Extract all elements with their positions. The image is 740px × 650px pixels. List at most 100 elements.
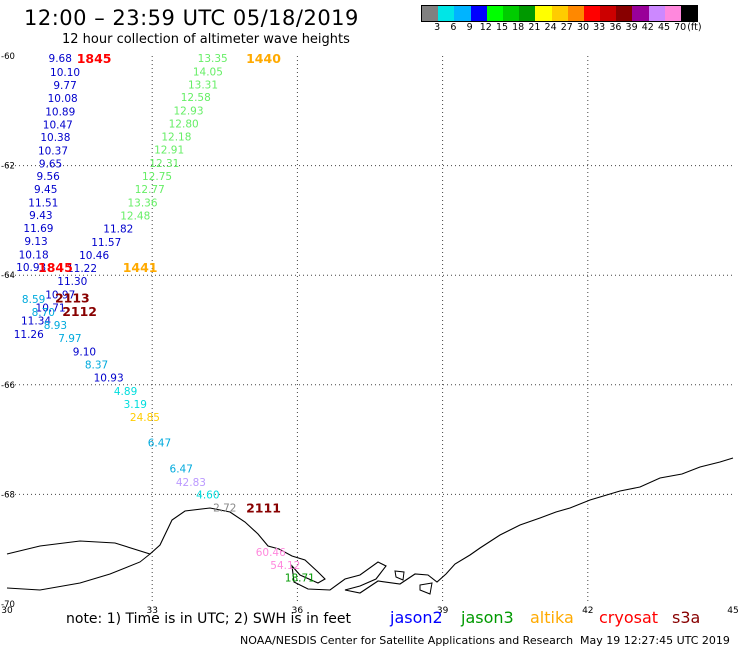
credit-text: NOAA/NESDIS Center for Satellite Applica… [240, 634, 574, 647]
wave-height-value: 10.93 [16, 262, 46, 274]
wave-height-value: 4.60 [196, 489, 219, 501]
wave-height-value: 10.46 [79, 250, 109, 262]
color-tick-label: 70 [674, 22, 687, 33]
wave-height-value: 10.47 [43, 120, 73, 132]
legend-entry-s3a: s3a [672, 608, 701, 627]
color-swatch [632, 6, 649, 21]
latitude-labels: -60 -62 -64 -66 -68 -70 [1, 52, 15, 610]
wave-height-value: 2.72 [213, 503, 236, 515]
wave-height-value: 11.82 [103, 224, 133, 236]
color-swatch [600, 6, 617, 21]
color-swatch [567, 6, 584, 21]
wave-height-value: 12.93 [173, 105, 203, 117]
color-swatch [454, 6, 471, 21]
color-tick-label: 36 [609, 22, 622, 33]
legend-entry-altika: altika [530, 608, 574, 627]
latitude-label: -66 [1, 381, 15, 391]
generation-timestamp: May 19 12:27:45 UTC 2019 [580, 634, 730, 647]
wave-height-value: 11.69 [23, 223, 53, 235]
color-swatch [551, 6, 568, 21]
latitude-label: -70 [1, 600, 15, 610]
wave-height-value: 12.18 [161, 132, 191, 144]
wave-height-value: 9.45 [34, 184, 57, 196]
wave-height-value: 12.75 [142, 171, 172, 183]
longitude-label: 39 [437, 606, 449, 616]
wave-height-value: 11.34 [21, 316, 51, 328]
color-swatch [519, 6, 536, 21]
wave-height-value: 12.80 [169, 118, 199, 130]
color-scale-bar [421, 5, 699, 22]
wave-height-value: 10.89 [45, 106, 75, 118]
color-swatch [583, 6, 601, 21]
wave-height-value: 10.18 [19, 249, 49, 261]
wave-height-value: 4.89 [114, 386, 137, 398]
wave-height-value: 10.93 [94, 373, 124, 385]
wave-height-value: 10.08 [48, 93, 78, 105]
color-swatch [664, 6, 681, 21]
wave-height-value: 8.70 [32, 307, 55, 319]
wave-height-value: 9.65 [39, 158, 62, 170]
longitude-label: 36 [292, 606, 304, 616]
wave-height-value: 12.77 [135, 184, 165, 196]
legend-entry-jason3: jason3 [461, 608, 514, 627]
wave-height-value: 3.19 [124, 399, 147, 411]
color-tick-label: 21 [528, 22, 541, 33]
wave-height-value: 60.46 [256, 547, 286, 559]
pass-time-label: 1845 [77, 51, 112, 66]
color-tick-label: (ft) [687, 22, 702, 33]
wave-height-value: 13.36 [127, 197, 157, 209]
color-swatch [422, 6, 439, 21]
color-swatch [681, 6, 698, 21]
wave-height-value: 7.97 [58, 333, 81, 345]
wave-height-value: 10.38 [40, 132, 70, 144]
longitude-labels: 30 33 36 39 42 45 [1, 606, 738, 616]
color-swatch [502, 6, 520, 21]
color-scale-ticks: 3 6 9 12 15 18 21 24 27 30 33 36 39 42 45 70 (ft) [421, 22, 731, 34]
coast-island-2 [419, 582, 433, 595]
color-swatch [470, 6, 487, 21]
color-tick-label: 18 [512, 22, 525, 33]
wave-height-value: 9.68 [49, 53, 72, 65]
wave-height-value: 8.37 [85, 360, 108, 372]
wave-height-value: 6.47 [170, 464, 193, 476]
pass-time-label: 1441 [123, 260, 158, 275]
wave-height-value: 11.51 [28, 197, 58, 209]
wave-height-value: 13.31 [188, 79, 218, 91]
color-tick-label: 3 [434, 22, 441, 33]
wave-height-value: 6.47 [148, 437, 171, 449]
wave-height-value: 10.71 [36, 303, 66, 315]
longitude-label: 33 [146, 606, 157, 616]
color-tick-label: 24 [544, 22, 557, 33]
color-tick-label: 42 [641, 22, 654, 33]
latitude-label: -60 [1, 52, 15, 62]
color-tick-label: 15 [495, 22, 509, 33]
longitude-label: 30 [1, 606, 13, 616]
wave-height-value: 11.22 [67, 263, 97, 275]
legend-entry-jason2: jason2 [390, 608, 443, 627]
color-tick-label: 33 [593, 22, 606, 33]
wave-height-value: 8.93 [44, 320, 67, 332]
coast-island-1 [394, 570, 405, 581]
color-swatch [648, 6, 665, 21]
pass-time-label: 1845 [38, 260, 73, 275]
wave-height-value: 12.58 [181, 92, 211, 104]
wave-height-value: 10.10 [50, 67, 80, 79]
chart-subtitle: 12 hour collection of altimeter wave hei… [62, 32, 350, 47]
color-tick-label: 6 [450, 22, 457, 33]
wave-height-labels: 9.6810.109.7710.0810.8910.4710.3810.379.… [14, 53, 315, 585]
color-swatch [486, 6, 503, 21]
color-tick-label: 12 [479, 22, 492, 33]
color-tick-label: 30 [576, 22, 590, 33]
wave-height-value: 24.85 [130, 412, 160, 424]
antarctic-coastline [6, 457, 734, 594]
wave-height-value: 9.77 [53, 80, 76, 92]
wave-height-value: 12.31 [149, 158, 179, 170]
coast-inner-1 [6, 553, 151, 591]
latitude-label: -62 [1, 162, 15, 172]
legend-entry-cryosat: cryosat [599, 608, 659, 627]
wave-height-value: 11.57 [91, 237, 121, 249]
color-tick-label: 27 [560, 22, 573, 33]
chart-title: 12:00 – 23:59 UTC 05/18/2019 [24, 6, 359, 30]
